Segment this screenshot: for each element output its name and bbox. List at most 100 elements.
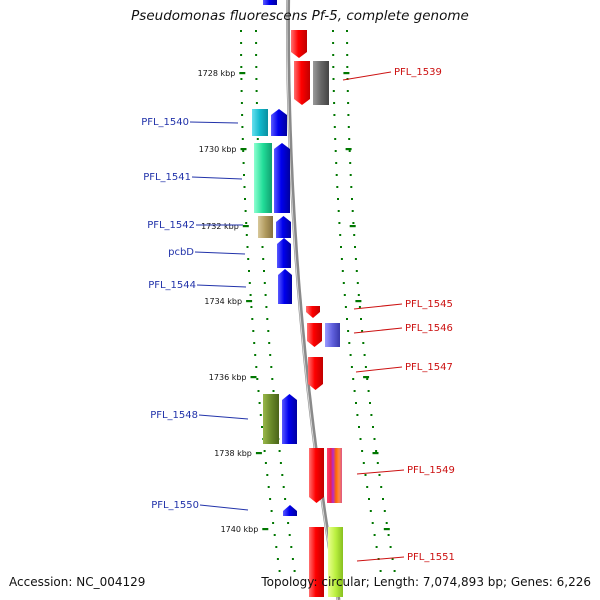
track-dot-left-0: [275, 546, 278, 548]
track-dot-right-0: [349, 354, 352, 356]
track-dot-left-1: [291, 558, 294, 560]
track-dot-right-0: [337, 210, 340, 212]
track-dot-left-0: [241, 114, 244, 116]
track-dot-right-0: [332, 42, 335, 44]
track-dot-left-0: [243, 174, 245, 176]
track-dot-left-0: [241, 126, 244, 128]
track-dot-right-0: [333, 102, 336, 104]
gene-label-leader: [189, 121, 239, 124]
track-dot-left-1: [271, 378, 274, 380]
track-dot-right-1: [393, 570, 396, 572]
track-dot-right-0: [333, 126, 336, 128]
tick-mark-right: [345, 148, 352, 151]
gene-top-blue: [263, 0, 277, 5]
track-dot-left-1: [270, 366, 273, 368]
tick-label: 1728 kbp: [198, 69, 236, 78]
track-dot-left-1: [255, 90, 258, 92]
track-dot-right-1: [354, 246, 356, 248]
track-dot-left-1: [279, 462, 282, 464]
track-dot-left-1: [281, 474, 284, 476]
track-dot-right-1: [375, 450, 378, 452]
track-dot-left-1: [255, 54, 258, 56]
track-dot-left-0: [242, 150, 245, 152]
track-dot-left-0: [240, 102, 243, 104]
track-dot-left-1: [255, 102, 258, 104]
tick-mark: [250, 376, 257, 379]
track-dot-right-1: [357, 294, 360, 296]
track-dot-right-1: [361, 330, 364, 332]
track-dot-right-1: [382, 498, 384, 500]
gene-label: PFL_1550: [151, 500, 199, 511]
gene-label-leader: [353, 303, 403, 310]
track-dot-left-1: [266, 318, 269, 320]
track-dot-right-0: [347, 330, 350, 332]
gene-1546: [325, 323, 340, 347]
gene-top-red: [291, 30, 307, 58]
track-dot-left-0: [241, 138, 244, 140]
track-dot-right-1: [353, 234, 356, 236]
gene-1542-tan: [258, 216, 273, 238]
gene-label-leader: [355, 366, 403, 373]
tick-label: 1732 kbp: [201, 222, 239, 231]
feature-dots: [240, 30, 396, 572]
gene-pcbD: [277, 238, 291, 268]
tick-label: 1730 kbp: [199, 145, 237, 154]
track-dot-left-0: [240, 90, 243, 92]
track-dot-right-1: [350, 186, 353, 188]
track-dot-right-0: [373, 534, 376, 536]
gene-label-leader: [194, 251, 246, 255]
track-dot-right-0: [332, 54, 335, 56]
track-dot-right-0: [352, 378, 355, 380]
track-dot-left-0: [244, 210, 247, 212]
track-dot-left-0: [240, 30, 242, 32]
track-dot-left-0: [240, 66, 243, 68]
tick-mark-right: [363, 376, 370, 379]
gene-label-leader: [353, 327, 403, 334]
track-dot-left-0: [264, 462, 267, 464]
track-dot-left-0: [248, 282, 251, 284]
track-dot-left-0: [261, 426, 263, 428]
track-dot-left-0: [250, 306, 253, 308]
track-dot-left-0: [266, 474, 269, 476]
tick-mark: [246, 300, 253, 303]
track-dot-right-1: [362, 342, 365, 344]
track-dot-right-0: [334, 150, 337, 152]
track-dot-right-1: [348, 138, 351, 140]
tick-mark-right: [355, 300, 362, 303]
track-dot-right-1: [347, 102, 350, 104]
gene-1546-red: [307, 323, 322, 347]
track-dot-right-1: [391, 558, 394, 560]
track-dot-left-0: [245, 234, 248, 236]
track-dot-right-1: [349, 174, 352, 176]
track-dot-right-1: [346, 90, 349, 92]
track-dot-right-1: [351, 198, 353, 200]
topology-text: Topology: circular; Length: 7,074,893 bp…: [261, 575, 591, 589]
gene-label-leader: [356, 469, 405, 475]
track-dot-right-0: [334, 138, 337, 140]
track-dot-right-1: [352, 222, 355, 224]
track-dot-right-0: [358, 426, 360, 428]
track-dot-left-0: [272, 522, 275, 524]
track-dot-left-0: [255, 366, 258, 368]
track-dot-left-1: [287, 522, 290, 524]
track-dot-left-0: [245, 222, 248, 224]
track-dot-left-0: [257, 390, 260, 392]
gene-1542: [276, 216, 291, 238]
gene-label-leader: [198, 414, 249, 420]
track-dot-right-0: [348, 342, 351, 344]
gene-label: PFL_1549: [407, 465, 455, 476]
track-dot-right-0: [335, 174, 338, 176]
gene-1548-olive: [263, 394, 279, 444]
track-dot-right-0: [342, 282, 345, 284]
backbone-arc: [286, 0, 341, 600]
track-dot-left-0: [269, 498, 272, 500]
track-dot-left-0: [263, 450, 266, 452]
tick-mark-right: [349, 225, 356, 228]
track-dot-left-1: [255, 78, 258, 80]
track-dot-left-1: [255, 42, 258, 44]
track-dot-right-1: [346, 42, 349, 44]
gene-label-leader: [191, 176, 243, 180]
track-dot-right-0: [356, 414, 359, 416]
track-dot-left-1: [263, 282, 266, 284]
